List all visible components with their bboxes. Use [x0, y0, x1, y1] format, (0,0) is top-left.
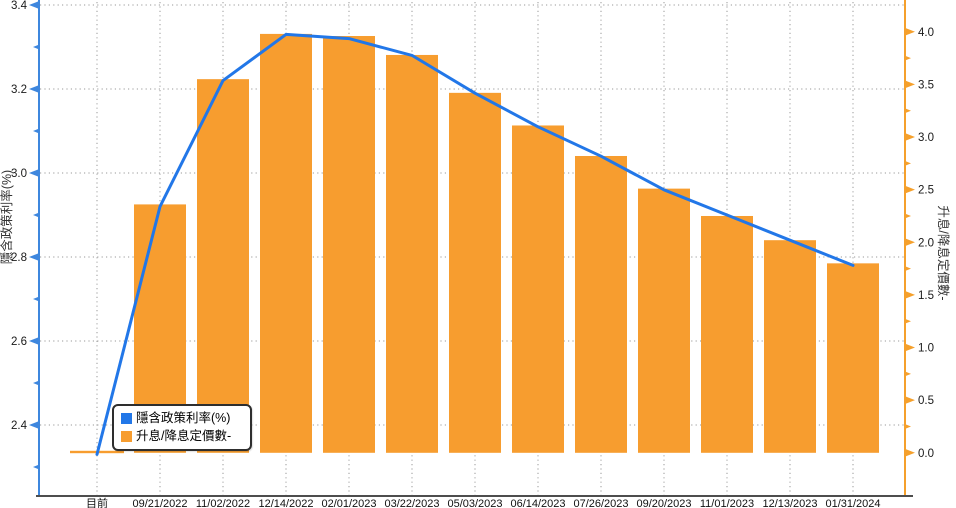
right-axis-tick	[906, 186, 915, 194]
left-axis-minor-tick	[33, 297, 38, 301]
bar	[260, 33, 312, 453]
x-axis-label: 07/26/2023	[573, 498, 628, 508]
legend-swatch-hike-cut-pricing	[121, 430, 132, 442]
left-axis-tick	[29, 169, 38, 177]
left-axis-tick	[29, 421, 38, 429]
right-axis-tick	[906, 344, 915, 352]
left-axis-tick-label: 3.2	[11, 84, 27, 96]
left-axis-tick-label: 3.0	[11, 168, 27, 180]
left-axis-minor-tick	[33, 465, 38, 469]
bar	[701, 215, 753, 453]
bar	[449, 92, 501, 453]
right-axis-tick	[906, 28, 915, 36]
left-axis-minor-tick	[33, 129, 38, 133]
right-axis-tick-label: 0.5	[918, 395, 934, 407]
left-axis-tick-label: 3.4	[11, 0, 28, 12]
x-axis-label: 05/03/2023	[447, 498, 502, 508]
left-axis-tick	[29, 253, 38, 261]
right-axis-tick-label: 2.5	[918, 185, 934, 197]
right-axis-tick	[906, 80, 915, 88]
bar	[827, 263, 879, 453]
x-axis-label: 09/21/2022	[132, 498, 187, 508]
left-axis-minor-tick	[33, 45, 38, 49]
x-axis-label: 12/14/2022	[258, 498, 313, 508]
right-axis-tick	[906, 238, 915, 246]
right-axis-tick-label: 3.0	[918, 132, 934, 144]
right-axis-tick	[906, 396, 915, 404]
x-axis-label: 12/13/2023	[762, 498, 817, 508]
left-axis-minor-tick	[33, 213, 38, 217]
legend-label-implied-policy-rate: 隱含政策利率(%)	[136, 411, 231, 425]
left-axis-minor-tick	[33, 381, 38, 385]
right-axis-tick-label: 1.0	[918, 343, 934, 355]
left-axis-title: 隱含政策利率(%)	[0, 170, 14, 264]
right-axis-tick-label: 4.0	[918, 27, 934, 39]
right-axis-minor-tick	[906, 108, 911, 113]
right-axis-minor-tick	[906, 56, 911, 61]
left-axis-tick	[29, 337, 38, 345]
right-axis-tick-label: 0.0	[918, 448, 934, 460]
bar	[638, 188, 690, 453]
bar	[764, 240, 816, 453]
x-axis-label: 11/02/2022	[196, 498, 250, 508]
right-axis-tick	[906, 291, 915, 299]
left-axis-tick-label: 2.6	[11, 336, 27, 348]
left-axis-tick-label: 2.8	[11, 252, 27, 264]
legend-label-hike-cut-pricing: 升息/降息定價數-	[136, 429, 232, 444]
right-axis-tick-label: 3.5	[918, 79, 934, 91]
legend-item-hike-cut-pricing[interactable]: 升息/降息定價數-	[121, 427, 241, 445]
x-axis-label: 02/01/2023	[321, 498, 376, 508]
right-axis-minor-tick	[906, 266, 911, 271]
right-axis-tick	[906, 449, 915, 457]
right-axis-tick-label: 1.5	[918, 290, 934, 302]
bar	[197, 79, 249, 453]
right-axis-minor-tick	[906, 319, 911, 324]
x-axis-label: 11/01/2023	[700, 498, 754, 508]
bar	[323, 36, 375, 453]
left-axis-tick	[29, 85, 38, 93]
x-axis-label: 09/20/2023	[636, 498, 691, 508]
legend-swatch-implied-policy-rate	[121, 412, 132, 424]
legend: 隱含政策利率(%) 升息/降息定價數-	[112, 404, 252, 452]
left-axis-tick	[29, 1, 38, 9]
x-axis-label: 01/31/2024	[825, 498, 880, 508]
legend-item-implied-policy-rate[interactable]: 隱含政策利率(%)	[121, 409, 241, 427]
bar	[386, 54, 438, 453]
right-axis-title: 升息/降息定價數-	[936, 205, 951, 300]
right-axis-tick-label: 2.0	[918, 237, 934, 249]
left-axis-tick-label: 2.4	[11, 420, 28, 432]
right-axis-minor-tick	[906, 371, 911, 376]
right-axis-minor-tick	[906, 161, 911, 166]
x-axis-label: 03/22/2023	[384, 498, 439, 508]
right-axis-minor-tick	[906, 424, 911, 429]
x-axis-label: 目前	[86, 496, 108, 508]
right-axis-tick	[906, 133, 915, 141]
bar	[575, 155, 627, 453]
bar	[512, 125, 564, 453]
x-axis-label: 06/14/2023	[510, 498, 565, 508]
right-axis-minor-tick	[906, 213, 911, 218]
implied-policy-rate-line	[95, 32, 855, 456]
